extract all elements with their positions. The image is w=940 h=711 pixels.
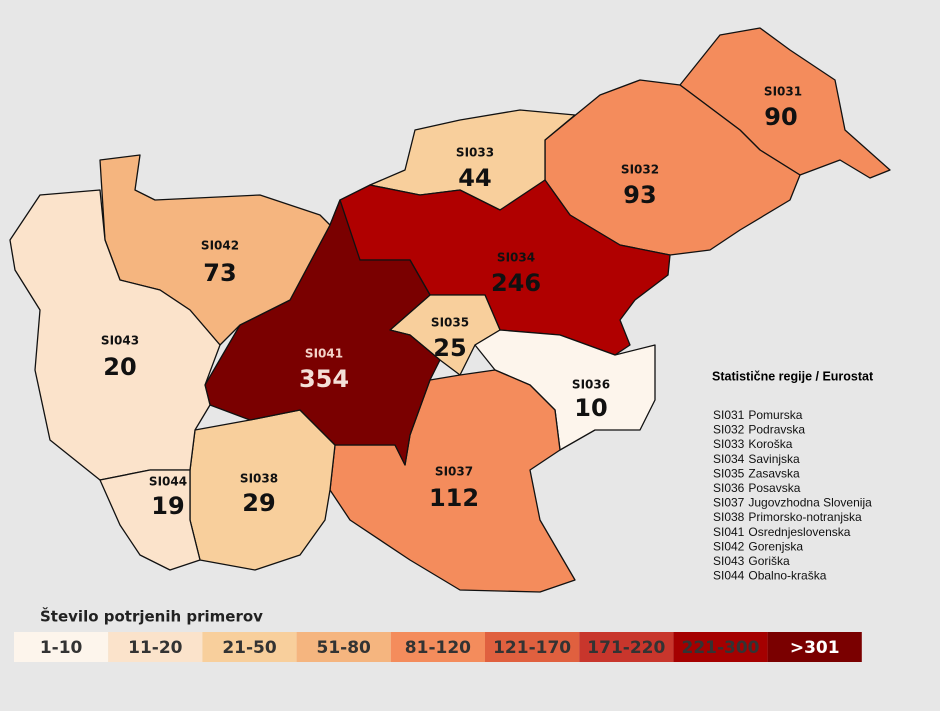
region-value: 25 [433,334,466,362]
region-code: SI044 [149,475,187,489]
region-value: 246 [491,269,541,297]
region-list-code: SI044 [713,569,745,583]
legend-swatch [14,632,109,662]
regions [9,27,891,593]
legend-label: 221-300 [681,638,759,658]
region-list-name: Pomurska [748,408,802,422]
region-list-code: SI035 [713,467,745,481]
region-list-code: SI031 [713,408,745,422]
region-list-code: SI038 [713,510,745,524]
region-value: 44 [458,164,491,192]
color-legend: 1-10 11-20 21-50 51-80 81-120 121-170 171-220 2… [14,632,862,662]
region-list-item: SI041 Osrednjeslovenska [713,525,851,539]
region-labels: SI031 90 SI032 93 SI033 44 SI034 246 SI0… [101,85,802,521]
region-value: 90 [764,103,797,131]
region-code: SI033 [456,146,494,160]
region-list-name: Zasavska [748,467,800,481]
region-list-name: Podravska [748,423,805,437]
legend-swatch [108,632,203,662]
region-list-name: Goriška [748,554,790,568]
region-value: 112 [429,484,479,512]
region-code: SI038 [240,472,278,486]
legend-label: 51-80 [317,638,372,658]
region-code: SI041 [305,347,343,361]
legend-title: Statistične regije / Eurostat [712,369,874,383]
legend-label: >301 [790,638,840,658]
region-list-code: SI036 [713,481,745,495]
region-code: SI036 [572,378,610,392]
region-list-item: SI036 Posavska [713,481,801,495]
legend-swatch [673,632,768,662]
region-value: 20 [103,353,136,381]
region-value: 73 [203,259,236,287]
region-code: SI032 [621,163,659,177]
legend-label: 81-120 [405,638,471,658]
region-list-code: SI032 [713,423,745,437]
legend-swatch [485,632,580,662]
region-list-item: SI032 Podravska [713,423,805,437]
region-list-code: SI041 [713,525,745,539]
region-value: 29 [242,489,275,517]
legend-swatch [202,632,297,662]
region-list-item: SI033 Koroška [713,437,793,451]
region-list-item: SI031 Pomurska [713,408,803,422]
region-value: 354 [299,365,349,393]
region-list-name: Koroška [748,437,792,451]
region-list-code: SI033 [713,437,745,451]
region-code: SI031 [764,85,802,99]
region-code: SI043 [101,334,139,348]
region-code: SI042 [201,239,239,253]
legend-label: 21-50 [222,638,277,658]
legend-swatch [390,632,485,662]
region [204,199,441,466]
region-list-name: Obalno-kraška [748,569,826,583]
region-list-name: Jugovzhodna Slovenija [748,496,872,510]
region-list-name: Savinjska [748,452,800,466]
region-list-item: SI035 Zasavska [713,467,800,481]
region-list-code: SI037 [713,496,745,510]
legend-label: 11-20 [128,638,183,658]
region-code: SI037 [435,465,473,479]
legend-swatch [579,632,674,662]
region-code: SI035 [431,316,469,330]
region-list-item: SI038 Primorsko-notranjska [713,510,862,524]
region-value: 19 [151,492,184,520]
region-list-code: SI042 [713,540,745,554]
region-list-item: SI034 Savinjska [713,452,800,466]
region-list-code: SI034 [713,452,745,466]
legend-heading: Število potrjenih primerov [40,607,263,626]
region-list-name: Posavska [748,481,800,495]
region [9,189,221,481]
region-value: 10 [574,394,607,422]
region-list-item: SI037 Jugovzhodna Slovenija [713,496,872,510]
region-list-code: SI043 [713,554,745,568]
region-list-name: Gorenjska [748,540,803,554]
legend-swatch [296,632,391,662]
legend-swatch [767,632,862,662]
region-code: SI034 [497,251,535,265]
region-list-name: Primorsko-notranjska [748,510,862,524]
region-list-item: SI043 Goriška [713,554,790,568]
legend-label: 1-10 [40,638,83,658]
region-value: 93 [623,181,656,209]
legend-label: 121-170 [493,638,571,658]
region-list-item: SI044 Obalno-kraška [713,569,827,583]
region-list-name: Osrednjeslovenska [748,525,850,539]
region-list-item: SI042 Gorenjska [713,540,803,554]
legend-label: 171-220 [587,638,665,658]
region [99,469,201,571]
